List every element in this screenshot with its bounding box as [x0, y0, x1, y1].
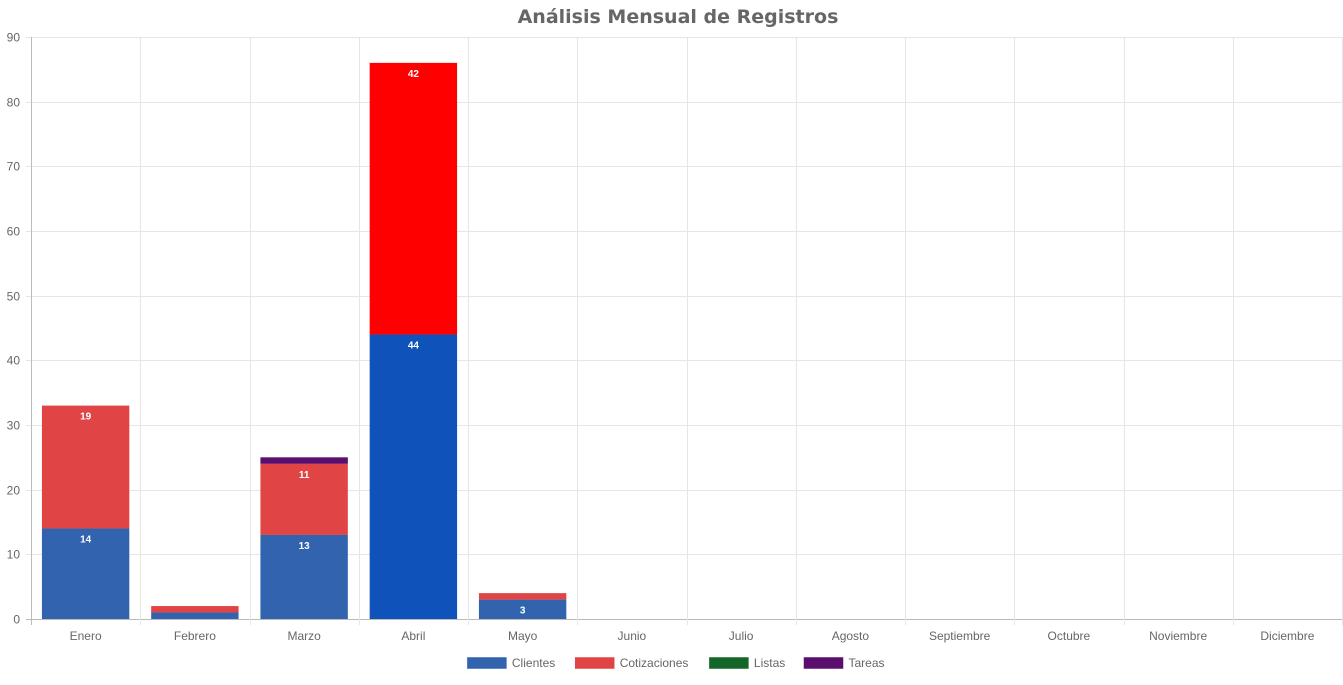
y-tick-label: 80: [7, 96, 21, 110]
bar-segment: [151, 612, 239, 619]
bar-data-label: 44: [408, 340, 420, 351]
y-tick-label: 20: [7, 484, 21, 498]
y-tick-label: 70: [7, 160, 21, 174]
y-tick-label: 0: [13, 613, 20, 627]
bar-segment: [41, 528, 130, 619]
y-tick-label: 10: [7, 548, 21, 562]
x-tick-label: Julio: [729, 629, 754, 643]
bar-data-label: 11: [299, 470, 310, 481]
bar-segment: [478, 599, 567, 619]
bar-segment: [260, 534, 348, 619]
legend-label: Cotizaciones: [620, 656, 689, 670]
y-tick-label: 30: [7, 419, 21, 433]
bar-segment: [369, 334, 458, 619]
y-tick-label: 50: [7, 290, 21, 304]
x-tick-label: Mayo: [508, 629, 538, 643]
x-tick-label: Agosto: [832, 629, 870, 643]
legend-swatch: [708, 656, 750, 670]
bar-data-label: 13: [299, 541, 311, 552]
x-tick-label: Marzo: [287, 629, 321, 643]
legend-swatch: [574, 656, 615, 670]
bar-segment: [369, 62, 458, 335]
y-tick-label: 90: [7, 31, 21, 45]
x-tick-label: Noviembre: [1149, 629, 1207, 643]
x-tick-label: Enero: [70, 629, 102, 643]
x-tick-label: Abril: [401, 629, 425, 643]
x-tick-label: Febrero: [174, 629, 216, 643]
legend-label: Tareas: [849, 656, 885, 670]
legend-label: Clientes: [512, 656, 555, 670]
bar-segment: [151, 606, 239, 613]
chart-title: Análisis Mensual de Registros: [517, 6, 839, 28]
bar-data-label: 19: [80, 412, 92, 423]
y-tick-label: 40: [7, 354, 21, 368]
bar-data-label: 3: [520, 606, 526, 617]
bar-data-label: 42: [408, 69, 420, 80]
x-tick-label: Septiembre: [929, 629, 991, 643]
bar-data-label: 14: [80, 534, 92, 545]
legend-swatch: [803, 656, 844, 670]
bar-segment: [260, 457, 348, 464]
x-tick-label: Octubre: [1048, 629, 1091, 643]
x-tick-label: Junio: [618, 629, 647, 643]
y-tick-label: 60: [7, 225, 21, 239]
bar-segment: [41, 405, 130, 529]
x-tick-label: Diciembre: [1260, 629, 1314, 643]
bar-segment: [260, 463, 348, 535]
bar-segment: [478, 593, 567, 600]
legend-label: Listas: [754, 656, 785, 670]
legend-swatch: [466, 656, 508, 670]
